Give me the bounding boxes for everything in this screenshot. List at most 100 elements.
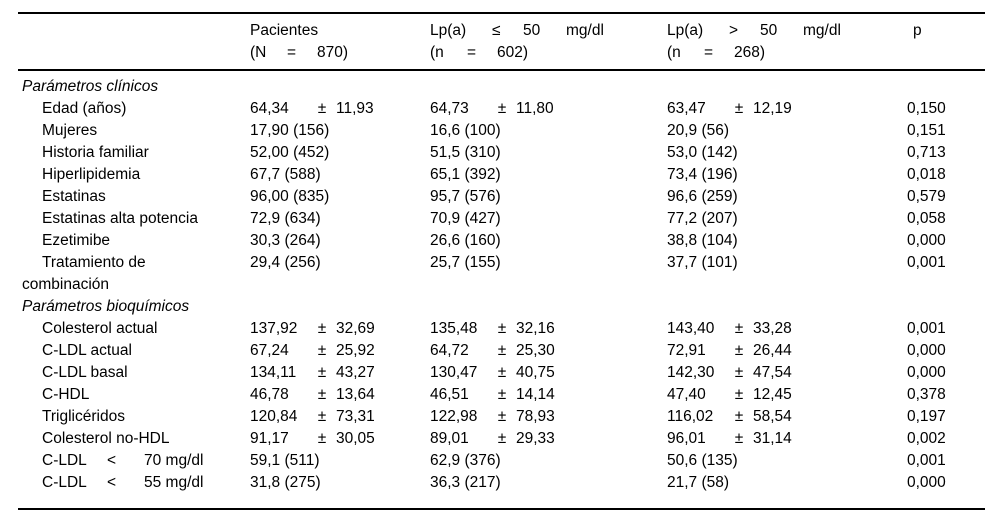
table-cell: 46,78 ±13,64 [250,384,430,406]
table-row: C-LDL <70 mg/dl 59,1 (511) 62,9 (376) 50,6 (… [18,450,985,472]
row-label: Estatinas alta potencia [42,208,250,230]
section-title: Parámetros bioquímicos [22,298,190,315]
cell-value-text: ± [317,320,327,337]
column-header-line-text: = [287,44,297,61]
row-label: Mujeres [42,120,250,142]
cell-value-text: 30,05 [336,430,375,447]
table-cell: 63,47 ±12,19 [667,98,905,120]
cell-value-text: 53,0 (142) [667,144,738,161]
column-header-line-text: p [913,22,922,39]
column-header: Lp(a) ≤50 mg/dl (n = 602) [430,20,667,64]
cell-value: 26,6 (160) [430,230,667,252]
row-label-text: 55 mg/dl [144,474,204,491]
column-header-line-text: 602) [497,44,529,61]
table-cell: 142,30 ±47,54 [667,362,905,384]
table-cell: 120,84 ±73,31 [250,406,430,428]
table-cell: 31,8 (275) [250,472,430,494]
cell-value: 134,11 ±43,27 [250,362,430,384]
cell-value: 116,02 ±58,54 [667,406,905,428]
table-cell: 26,6 (160) [430,230,667,252]
p-value-cell: 0,197 [905,406,985,428]
p-value: 0,713 [907,144,946,161]
cell-value-text: 31,14 [753,430,792,447]
cell-value-text: 13,64 [336,386,375,403]
cell-value-text: 72,9 (634) [250,210,321,227]
p-value-cell: 0,378 [905,384,985,406]
table-row: Colesterol actual 137,92 ±32,69 135,48 ±32,1… [18,318,985,340]
cell-value-text: 14,14 [516,386,555,403]
table-cell: 96,00 (835) [250,186,430,208]
row-label-cell: Triglicéridos [18,406,250,428]
cell-value-text: 67,24 [250,342,289,359]
cell-value-text: 64,34 [250,100,289,117]
row-label: C-LDL basal [42,362,250,384]
cell-value: 16,6 (100) [430,120,667,142]
table-cell: 72,91 ±26,44 [667,340,905,362]
cell-value-text: 51,5 (310) [430,144,501,161]
cell-value: 52,00 (452) [250,142,430,164]
table-cell: 135,48 ±32,16 [430,318,667,340]
column-header-line-text: mg/dl [566,22,604,39]
cell-value: 46,78 ±13,64 [250,384,430,406]
table-row: C-LDL basal 134,11 ±43,27 130,47 ±40,75 142,3… [18,362,985,384]
table-cell: 89,01 ±29,33 [430,428,667,450]
cell-value-text: 43,27 [336,364,375,381]
p-value: 0,002 [907,430,946,447]
row-label-cell: Estatinas [18,186,250,208]
table-cell: 46,51 ±14,14 [430,384,667,406]
table-cell: 143,40 ±33,28 [667,318,905,340]
cell-value-text: 26,6 (160) [430,232,501,249]
table-cell: 38,8 (104) [667,230,905,252]
p-value-cell: 0,002 [905,428,985,450]
table-row: C-LDL <55 mg/dl 31,8 (275) 36,3 (217) 21,7 (… [18,472,985,494]
cell-value: 17,90 (156) [250,120,430,142]
cell-value-text: 58,54 [753,408,792,425]
cell-value: 62,9 (376) [430,450,667,472]
cell-value-text: 12,19 [753,100,792,117]
table-cell: 72,9 (634) [250,208,430,230]
row-label-cell: C-LDL basal [18,362,250,384]
row-label-text: Triglicéridos [42,408,125,425]
cell-value: 64,73 ±11,80 [430,98,667,120]
cell-value-text: 36,3 (217) [430,474,501,491]
cell-value-text: 38,8 (104) [667,232,738,249]
cell-value-text: 33,28 [753,320,792,337]
cell-value-text: 63,47 [667,100,706,117]
row-label-cell: Historia familiar [18,142,250,164]
cell-value: 53,0 (142) [667,142,905,164]
cell-value-text: 120,84 [250,408,298,425]
p-value-cell: 0,000 [905,362,985,384]
cell-value-text: 29,33 [516,430,555,447]
table-cell: 25,7 (155) [430,252,667,274]
p-value: 0,150 [907,100,946,117]
cell-value-text: 31,8 (275) [250,474,321,491]
column-header: Lp(a) >50 mg/dl (n = 268) [667,20,905,64]
p-value: 0,018 [907,166,946,183]
row-label-text: Colesterol no-HDL [42,430,170,447]
cell-value-text: ± [734,342,744,359]
cell-value-text: 21,7 (58) [667,474,730,491]
table-cell: 122,98 ±78,93 [430,406,667,428]
cell-value: 21,7 (58) [667,472,905,494]
row-label-text: C-HDL [42,386,90,403]
cell-value-text: 17,90 (156) [250,122,330,139]
table-row: C-HDL 46,78 ±13,64 46,51 ±14,14 47,40 ±12,45 0,… [18,384,985,406]
column-header-line-text: = [704,44,714,61]
column-header-line: Lp(a) ≤50 mg/dl [430,20,667,42]
cell-value: 67,24 ±25,92 [250,340,430,362]
cell-value-text: ± [497,430,507,447]
cell-value: 29,4 (256) [250,252,430,274]
column-header-line-text: ≤ [492,22,501,39]
cell-value: 25,7 (155) [430,252,667,274]
cell-value: 122,98 ±78,93 [430,406,667,428]
cell-value: 50,6 (135) [667,450,905,472]
cell-value-text: 64,73 [430,100,469,117]
column-header-line-text: 50 [523,22,541,39]
cell-value-text: ± [317,100,327,117]
cell-value-text: 16,6 (100) [430,122,501,139]
row-label-cell: C-LDL <70 mg/dl [18,450,250,472]
cell-value-text: 135,48 [430,320,478,337]
column-header-line-text: Lp(a) [667,22,704,39]
cell-value: 96,00 (835) [250,186,430,208]
cell-value-text: 32,69 [336,320,375,337]
